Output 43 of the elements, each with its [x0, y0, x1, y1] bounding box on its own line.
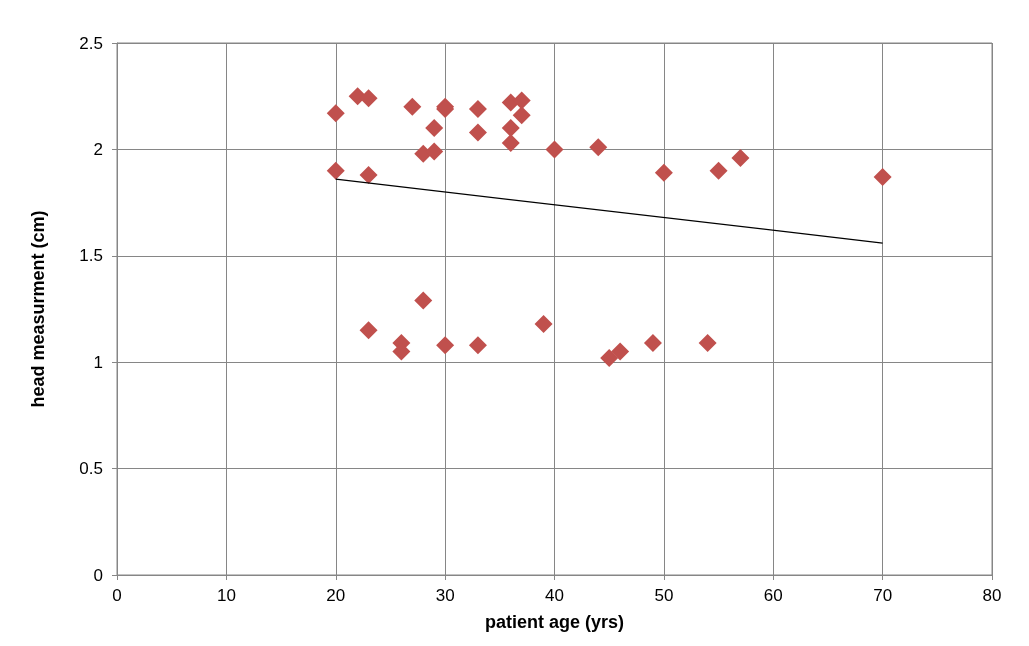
y-tick-label: 1 — [93, 352, 103, 372]
point — [731, 148, 750, 167]
point — [403, 97, 422, 116]
point — [654, 163, 673, 182]
point — [600, 348, 619, 367]
y-tick-label: 0.5 — [79, 459, 103, 479]
point — [425, 142, 444, 161]
x-tick-label: 30 — [435, 586, 455, 605]
point — [643, 334, 662, 353]
x-tick-label: 0 — [112, 586, 122, 605]
point — [436, 336, 455, 355]
point — [359, 165, 378, 184]
x-tick-label: 20 — [326, 586, 346, 605]
x-tick-label: 10 — [216, 586, 236, 605]
x-tick-label: 40 — [545, 586, 564, 605]
point — [468, 99, 487, 118]
x-tick-label: 60 — [763, 586, 783, 605]
point — [512, 106, 531, 125]
point — [873, 168, 892, 187]
point — [501, 134, 520, 153]
point — [501, 119, 520, 138]
point — [545, 140, 564, 159]
y-tick-label: 0 — [93, 565, 103, 585]
point — [709, 161, 728, 180]
point — [425, 119, 444, 138]
x-tick-label: 70 — [873, 586, 893, 605]
point — [698, 334, 717, 353]
point — [468, 336, 487, 355]
point — [326, 104, 345, 123]
point — [414, 291, 433, 310]
point — [589, 138, 608, 157]
point — [468, 123, 487, 142]
x-tick-label: 80 — [982, 586, 1002, 605]
x-tick-label: 50 — [654, 586, 674, 605]
y-axis-title: head measurment (cm) — [28, 210, 48, 408]
y-tick-label: 1.5 — [79, 246, 103, 266]
point — [359, 321, 378, 340]
point — [611, 342, 630, 361]
x-axis-title: patient age (yrs) — [484, 612, 625, 632]
point — [326, 161, 345, 180]
point — [534, 314, 553, 333]
y-tick-label: 2.5 — [79, 33, 103, 53]
y-tick-label: 2 — [93, 139, 103, 159]
